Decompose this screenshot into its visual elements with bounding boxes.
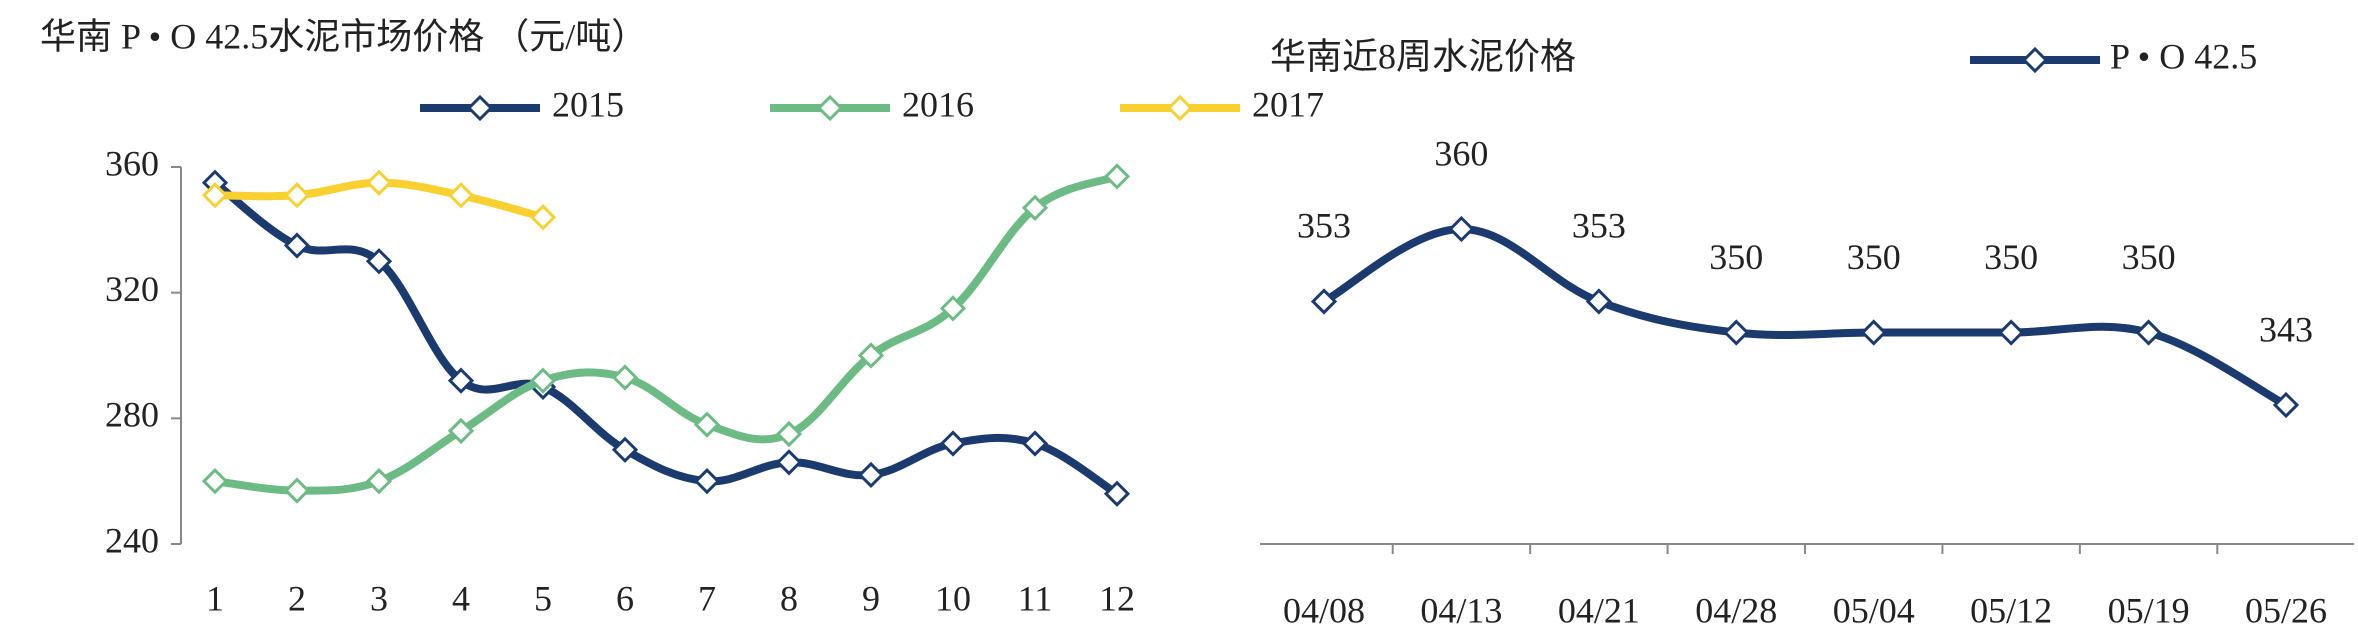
legend-label: 2017 (1252, 84, 1324, 124)
data-label: 350 (2122, 237, 2176, 277)
marker (857, 342, 885, 369)
data-label: 350 (1709, 237, 1763, 277)
x-tick-label: 05/19 (2108, 590, 2190, 630)
x-tick-label: 2 (288, 578, 306, 618)
y-tick-label: 280 (105, 395, 159, 435)
legend-label: P • O 42.5 (2110, 36, 2257, 76)
x-tick-label: 1 (206, 578, 224, 618)
y-tick-label: 320 (105, 269, 159, 309)
marker (939, 430, 967, 457)
x-tick-label: 12 (1099, 578, 1135, 618)
marker (283, 477, 311, 504)
marker (283, 182, 311, 209)
x-tick-label: 04/21 (1558, 590, 1640, 630)
marker (365, 169, 393, 196)
x-tick-label: 04/13 (1420, 590, 1502, 630)
marker (1103, 480, 1131, 507)
marker (2135, 319, 2162, 346)
marker (201, 468, 229, 495)
data-label: 350 (1847, 237, 1901, 277)
data-label: 350 (1984, 237, 2038, 277)
data-label: 353 (1572, 206, 1626, 246)
x-tick-label: 7 (698, 578, 716, 618)
marker (939, 295, 967, 322)
legend-marker (2021, 46, 2049, 74)
marker (693, 468, 721, 495)
x-tick-label: 05/12 (1970, 590, 2052, 630)
marker (1021, 194, 1049, 221)
x-tick-label: 11 (1018, 578, 1053, 618)
marker (447, 182, 475, 209)
data-label: 353 (1297, 206, 1351, 246)
marker (857, 461, 885, 489)
marker (529, 204, 557, 231)
marker (365, 468, 393, 495)
chart-title: 华南近8周水泥价格 (1270, 36, 1576, 76)
x-tick-label: 05/26 (2245, 590, 2327, 630)
marker (201, 182, 229, 209)
legend-label: 2016 (902, 84, 974, 124)
legend-marker (816, 94, 844, 122)
series-line (212, 179, 1120, 498)
data-label: 343 (2259, 309, 2313, 349)
y-tick-label: 360 (105, 143, 159, 183)
marker (693, 411, 721, 438)
data-label: 360 (1434, 133, 1488, 173)
marker (283, 232, 311, 259)
x-tick-label: 8 (780, 578, 798, 618)
marker (775, 420, 803, 448)
marker (1723, 319, 1750, 346)
marker (611, 364, 639, 391)
series-line (214, 172, 1119, 495)
marker (775, 449, 803, 476)
marker (611, 436, 639, 463)
x-tick-label: 5 (534, 578, 552, 618)
x-tick-label: 6 (616, 578, 634, 618)
x-tick-label: 3 (370, 578, 388, 618)
marker (529, 367, 557, 394)
marker (1103, 163, 1131, 190)
marker (1021, 430, 1049, 457)
marker (1998, 319, 2025, 346)
x-tick-label: 04/08 (1283, 590, 1365, 630)
marker (365, 248, 393, 275)
x-tick-label: 9 (862, 578, 880, 618)
marker (1310, 288, 1338, 315)
marker (1448, 215, 1475, 243)
marker (447, 367, 475, 394)
marker (1860, 319, 1887, 346)
legend-label: 2015 (552, 84, 624, 124)
marker (1585, 288, 1612, 315)
x-tick-label: 4 (452, 578, 470, 618)
chart-title: 华南 P • O 42.5水泥市场价格 （元/吨） (40, 16, 647, 56)
x-tick-label: 05/04 (1833, 590, 1915, 630)
legend-marker (466, 94, 494, 122)
marker (447, 417, 475, 445)
x-tick-label: 04/28 (1695, 590, 1777, 630)
x-tick-label: 10 (935, 578, 971, 618)
legend-marker (1166, 94, 1194, 122)
marker (2272, 391, 2300, 419)
y-tick-label: 240 (105, 520, 159, 560)
